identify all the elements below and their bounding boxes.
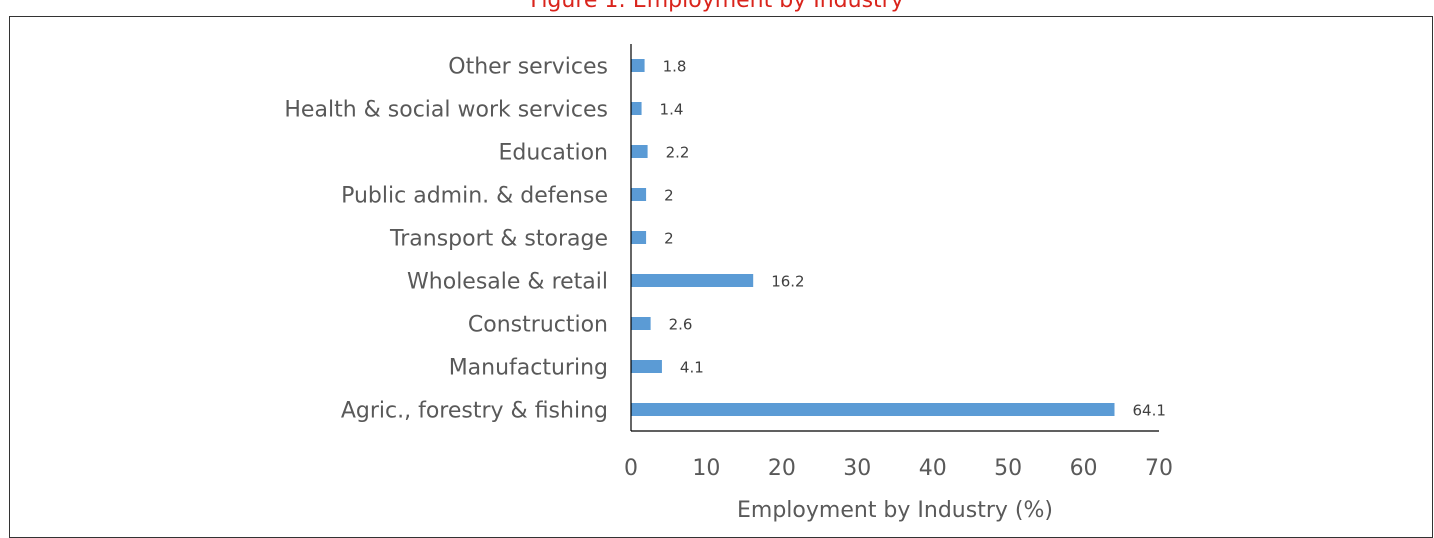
category-label: Wholesale & retail (407, 270, 608, 295)
category-labels-group: Agric., forestry & fishing Manufacturing C… (284, 55, 608, 424)
bar-6 (631, 145, 648, 158)
data-label: 64.1 (1132, 402, 1165, 420)
category-label: Other services (448, 55, 608, 80)
category-label: Health & social work services (284, 98, 608, 123)
data-label: 1.8 (663, 58, 687, 76)
data-label: 16.2 (771, 273, 804, 291)
bar-2 (631, 317, 651, 330)
x-tick-label: 10 (692, 456, 720, 481)
x-tick-label: 50 (994, 456, 1022, 481)
data-label: 2 (664, 187, 674, 205)
x-axis-title: Employment by Industry (%) (737, 498, 1053, 523)
x-tick-label: 30 (843, 456, 871, 481)
category-label: Construction (468, 313, 608, 338)
category-label: Education (498, 141, 608, 166)
bar-8 (631, 59, 645, 72)
bar-0 (631, 403, 1115, 416)
x-tick-label: 0 (624, 456, 638, 481)
data-label: 2.2 (666, 144, 690, 162)
bars-group (631, 59, 1115, 416)
data-label: 1.4 (660, 101, 684, 119)
bar-5 (631, 188, 647, 201)
x-tick-label: 60 (1070, 456, 1098, 481)
x-tick-labels-group: 0 10 20 30 40 50 60 70 (624, 456, 1173, 481)
x-tick-label: 40 (919, 456, 947, 481)
category-label: Agric., forestry & fishing (341, 399, 608, 424)
category-label: Manufacturing (449, 356, 608, 381)
category-label: Transport & storage (389, 227, 608, 252)
bar-7 (631, 102, 642, 115)
data-label: 2.6 (669, 316, 693, 334)
data-labels-group: 64.1 4.1 2.6 16.2 2 2 2.2 1.4 1.8 (660, 58, 1166, 420)
bar-3 (631, 274, 754, 287)
x-tick-label: 70 (1145, 456, 1173, 481)
bar-4 (631, 231, 647, 244)
data-label: 4.1 (680, 359, 704, 377)
data-label: 2 (664, 230, 674, 248)
chart-caption: Figure 1: Employment by Industry (530, 0, 904, 13)
bar-1 (631, 360, 662, 373)
category-label: Public admin. & defense (341, 184, 608, 209)
x-tick-label: 20 (768, 456, 796, 481)
